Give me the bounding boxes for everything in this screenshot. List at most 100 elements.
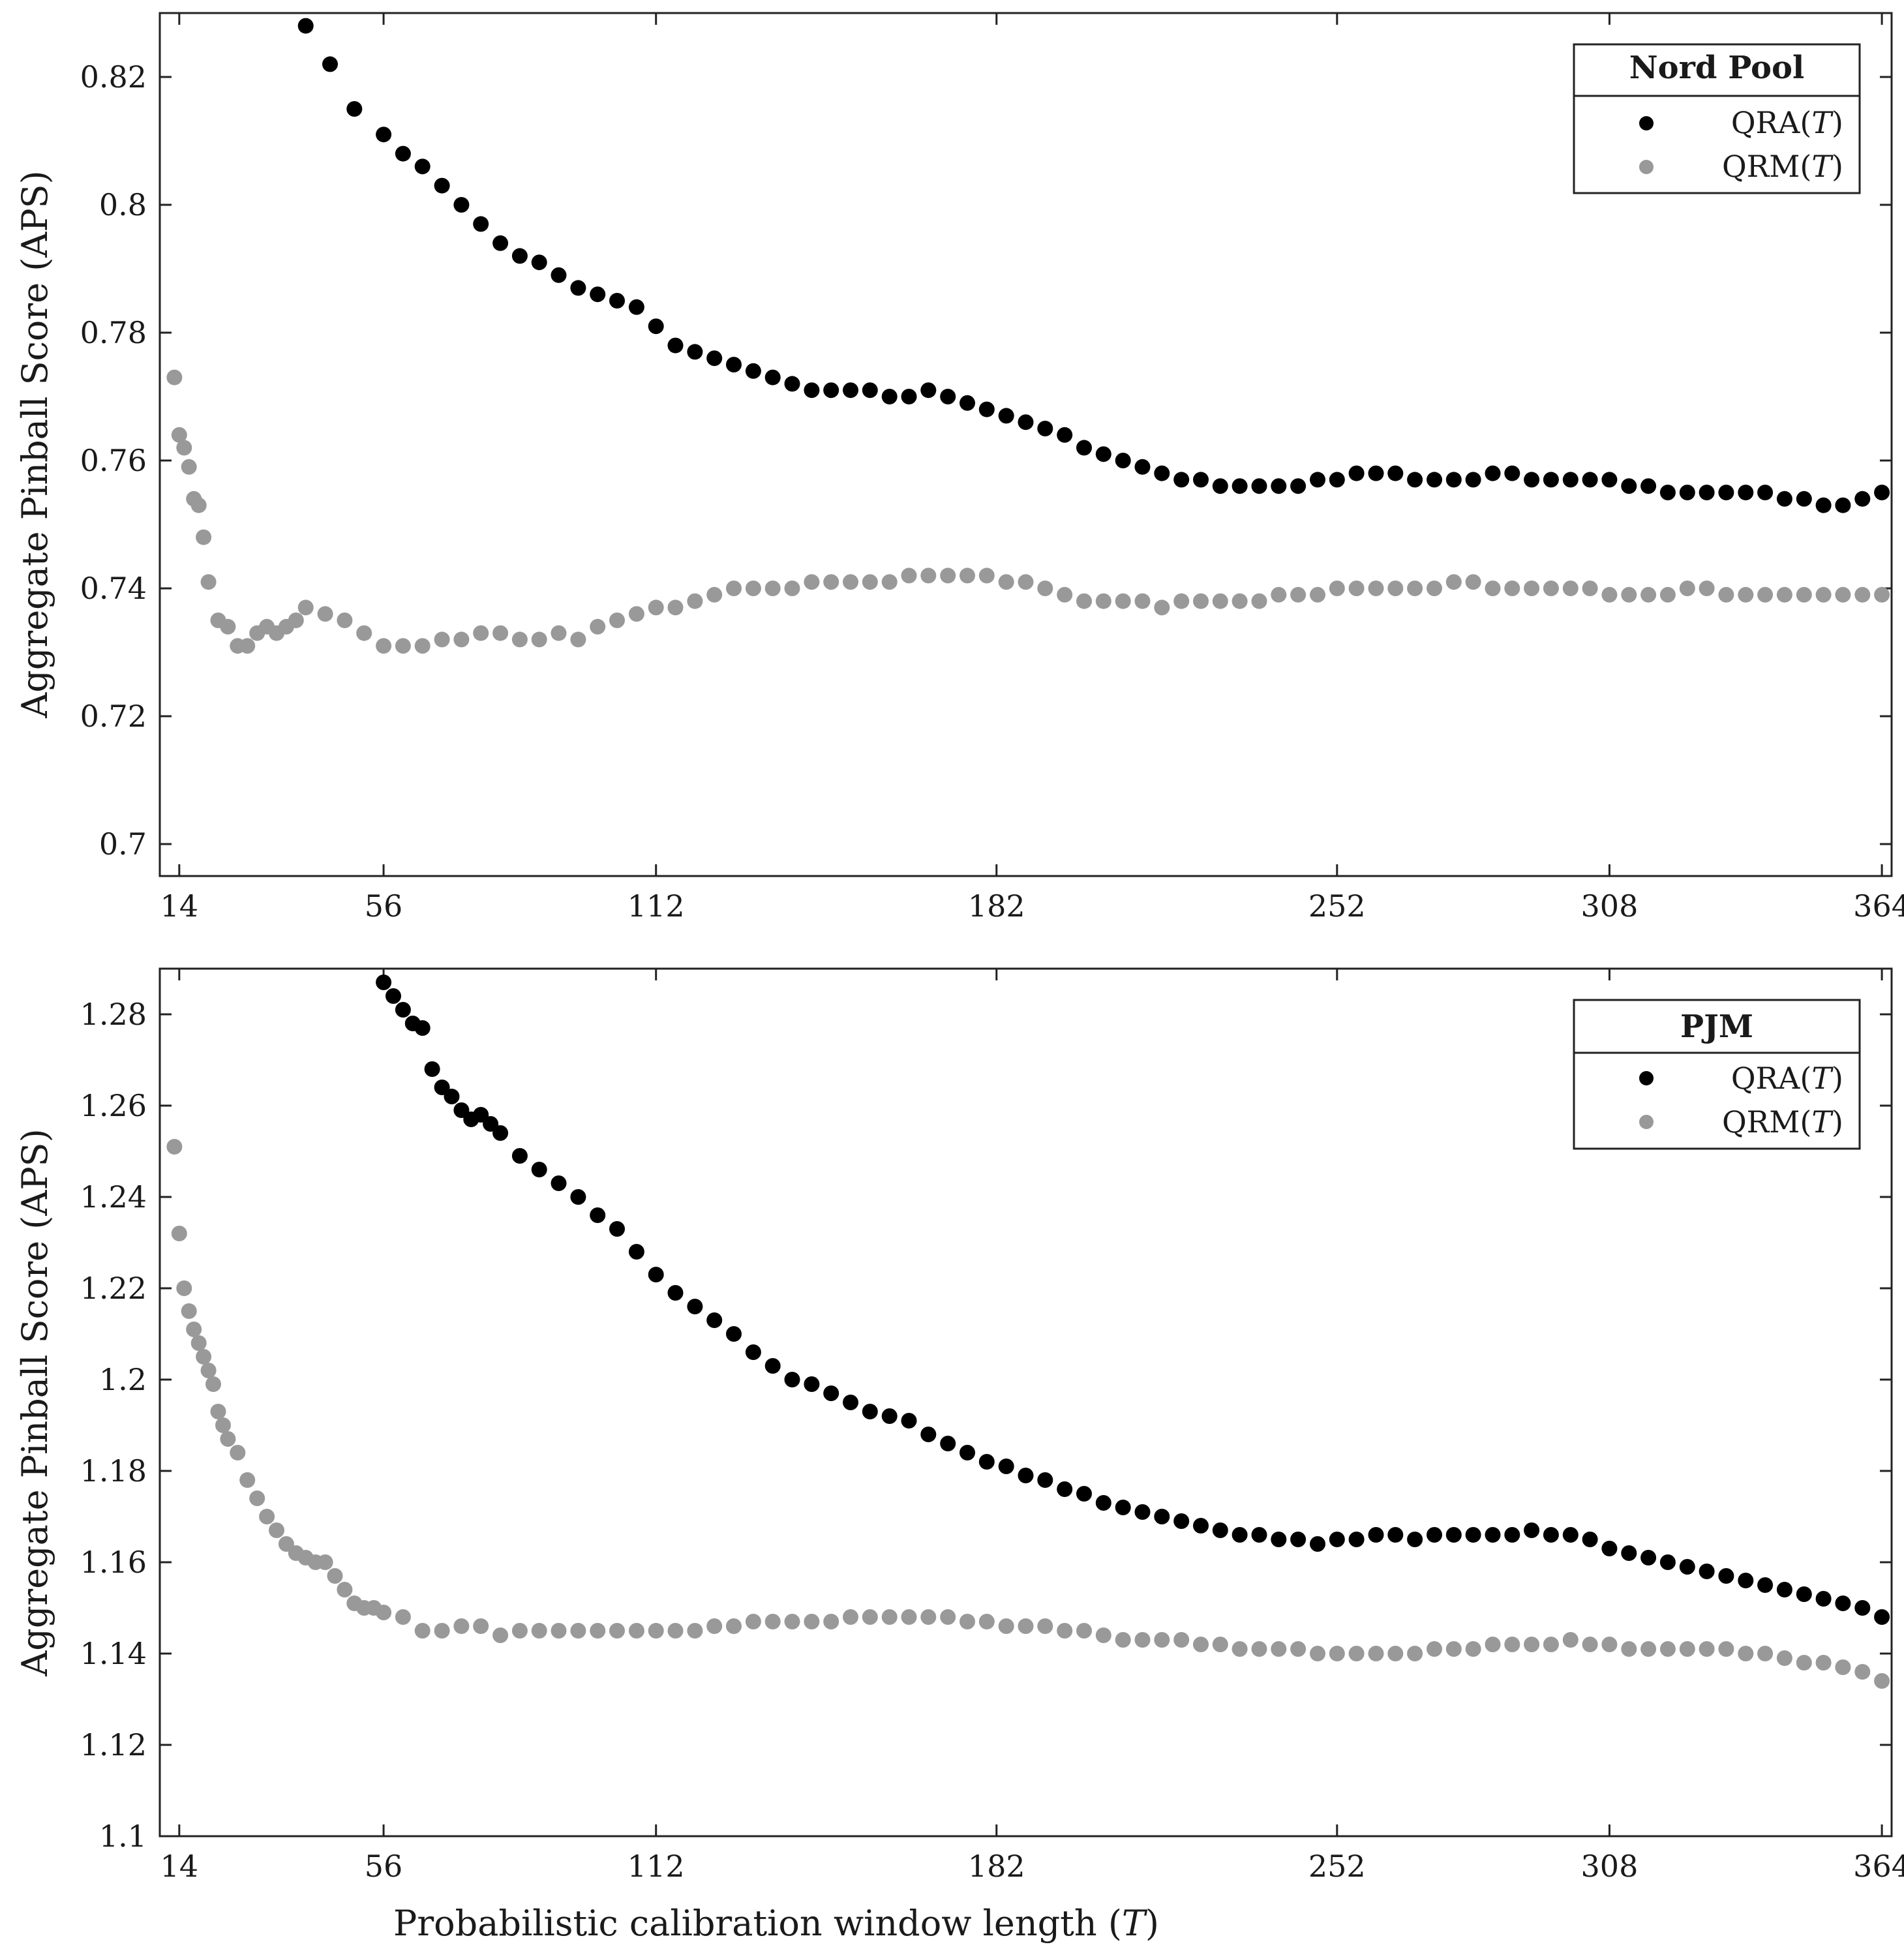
data-point-qrm <box>1718 1641 1734 1657</box>
data-point-qrm <box>1290 1641 1307 1657</box>
data-point-qrm <box>327 1568 343 1584</box>
data-point-qra <box>648 318 664 335</box>
data-point-qrm <box>1057 586 1073 603</box>
data-point-qrm <box>205 1376 221 1392</box>
data-point-qra <box>1874 1609 1890 1625</box>
data-point-qra <box>901 389 917 404</box>
data-point-qra <box>1815 1591 1832 1607</box>
data-point-qrm <box>823 574 839 590</box>
x-tick-label: 252 <box>1308 1849 1366 1884</box>
y-axis-title: Aggregate Pinball Score (APS) <box>14 1128 55 1676</box>
data-point-qrm <box>1835 1659 1851 1675</box>
data-point-qra <box>1835 1596 1851 1611</box>
data-point-qrm <box>1582 581 1598 596</box>
x-tick-label: 112 <box>627 1849 685 1884</box>
data-point-qrm <box>784 581 800 596</box>
data-point-qrm <box>1251 593 1267 609</box>
data-point-qra <box>1407 472 1423 488</box>
data-point-qrm <box>1485 581 1501 596</box>
data-point-qra <box>998 408 1014 424</box>
data-point-qra <box>1154 465 1170 481</box>
data-point-qrm <box>1504 581 1520 596</box>
data-point-qra <box>492 235 509 251</box>
data-point-qrm <box>843 1609 858 1625</box>
data-point-qrm <box>648 599 664 616</box>
data-point-qrm <box>1718 586 1734 603</box>
data-point-qra <box>1154 1509 1170 1524</box>
data-point-qrm <box>590 618 606 635</box>
data-point-qrm <box>1193 593 1209 609</box>
data-point-qra <box>1776 491 1792 507</box>
data-point-qrm <box>648 1623 664 1639</box>
data-point-qrm <box>1134 593 1151 609</box>
data-point-qra <box>1815 497 1832 513</box>
data-point-qra <box>1562 472 1579 488</box>
data-point-qrm <box>1465 574 1481 590</box>
data-point-qrm <box>1815 1655 1832 1671</box>
data-point-qrm <box>1193 1637 1209 1652</box>
data-point-qra <box>414 1020 431 1036</box>
data-point-qra <box>376 975 392 990</box>
data-point-qrm <box>239 1472 256 1488</box>
data-point-qra <box>1601 1541 1618 1556</box>
data-point-qrm <box>166 1139 183 1155</box>
data-point-qrm <box>215 1417 231 1433</box>
data-point-qrm <box>1115 593 1131 609</box>
data-point-qrm <box>176 440 192 456</box>
data-point-qrm <box>196 1349 212 1365</box>
data-point-qra <box>764 1358 781 1374</box>
data-point-qra <box>1835 497 1851 513</box>
data-point-qra <box>804 1376 820 1392</box>
data-point-qra <box>1427 472 1442 488</box>
data-point-qra <box>1018 414 1034 431</box>
data-point-qrm <box>356 625 372 641</box>
data-point-qrm <box>1679 581 1695 596</box>
legend-label-qra: QRA(T) <box>1731 105 1843 140</box>
data-point-qra <box>434 177 450 194</box>
legend: PJM QRA(T) QRM(T) <box>1573 999 1861 1150</box>
data-point-qra <box>1329 472 1345 488</box>
data-point-qrm <box>1427 1641 1442 1657</box>
data-point-qrm <box>1874 586 1890 603</box>
data-point-qrm <box>1407 1646 1423 1661</box>
data-point-qrm <box>473 625 489 641</box>
data-point-qrm <box>511 631 528 648</box>
data-point-qrm <box>1776 1650 1792 1666</box>
data-points <box>166 975 1890 1689</box>
data-point-qra <box>395 145 411 162</box>
data-point-qrm <box>804 574 820 590</box>
data-point-qra <box>346 101 363 117</box>
data-point-qrm <box>862 574 878 590</box>
y-tick-label: 0.74 <box>80 571 147 606</box>
data-point-qrm <box>1368 1646 1384 1661</box>
data-point-qrm <box>337 613 353 628</box>
data-point-qra <box>1659 1554 1676 1570</box>
data-point-qra <box>978 401 995 417</box>
data-point-qra <box>1679 485 1695 500</box>
data-point-qra <box>1037 421 1053 436</box>
legend-marker-qrm <box>1639 1115 1654 1129</box>
data-point-qra <box>862 382 878 399</box>
data-point-qra <box>1057 1481 1073 1497</box>
data-point-qrm <box>667 599 684 616</box>
data-point-qra <box>385 988 401 1004</box>
data-point-qrm <box>1348 1646 1365 1661</box>
data-point-qra <box>920 1427 937 1442</box>
data-point-qrm <box>434 1623 450 1639</box>
data-point-qra <box>1407 1532 1423 1547</box>
data-point-qra <box>706 350 723 367</box>
data-point-qra <box>843 382 858 399</box>
data-point-qra <box>901 1413 917 1429</box>
x-tick-label: 308 <box>1581 888 1639 924</box>
data-point-qrm <box>1271 1641 1287 1657</box>
chart-panel-pjm: 1.1 1.12 1.14 1.16 1.18 1.2 1.22 1.24 1.26 1.28 1… <box>14 967 1904 1944</box>
data-point-qrm <box>210 1404 226 1419</box>
data-point-qra <box>628 1244 644 1260</box>
data-point-qra <box>609 293 625 309</box>
data-point-qrm <box>570 1623 586 1639</box>
data-point-qra <box>1095 446 1111 462</box>
data-point-qra <box>483 1116 499 1132</box>
data-point-qrm <box>1445 1641 1462 1657</box>
data-point-qra <box>1582 1532 1598 1547</box>
